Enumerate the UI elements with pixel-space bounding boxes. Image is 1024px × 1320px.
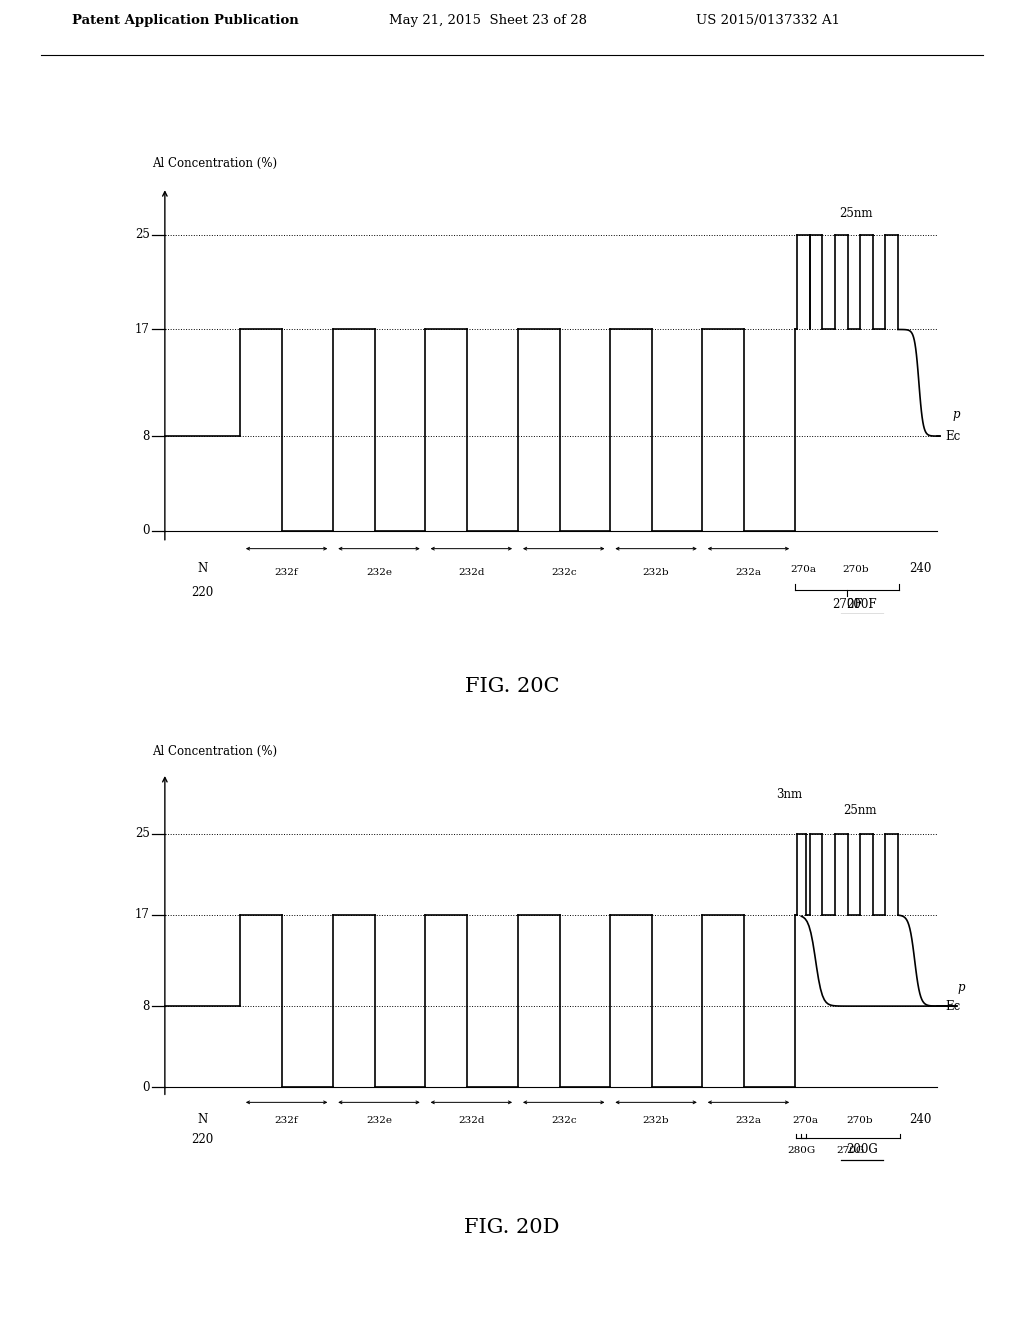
Text: Al Concentration (%): Al Concentration (%) xyxy=(153,157,278,169)
Text: 232f: 232f xyxy=(274,568,298,577)
Text: p: p xyxy=(957,981,965,994)
Text: Patent Application Publication: Patent Application Publication xyxy=(72,15,298,28)
Text: 240: 240 xyxy=(909,1113,932,1126)
Text: 220: 220 xyxy=(191,586,214,599)
Text: 270a: 270a xyxy=(793,1115,818,1125)
Text: 270b: 270b xyxy=(847,1115,873,1125)
Text: May 21, 2015  Sheet 23 of 28: May 21, 2015 Sheet 23 of 28 xyxy=(389,15,587,28)
Text: FIG. 20C: FIG. 20C xyxy=(465,677,559,696)
Text: N: N xyxy=(198,562,208,576)
Text: 270F: 270F xyxy=(831,598,862,611)
Text: 232a: 232a xyxy=(735,1115,762,1125)
Text: FIG. 20D: FIG. 20D xyxy=(464,1218,560,1237)
Text: 17: 17 xyxy=(135,908,150,921)
Text: 232d: 232d xyxy=(458,568,484,577)
Text: N: N xyxy=(198,1113,208,1126)
Text: 25: 25 xyxy=(135,828,150,841)
Text: 232e: 232e xyxy=(366,568,392,577)
Text: 232c: 232c xyxy=(551,568,577,577)
Text: 240: 240 xyxy=(909,562,932,576)
Text: 280G: 280G xyxy=(787,1146,815,1155)
Text: p: p xyxy=(953,408,961,421)
Text: 200G: 200G xyxy=(846,1143,878,1156)
Text: 232b: 232b xyxy=(643,568,670,577)
Text: 232d: 232d xyxy=(458,1115,484,1125)
Text: US 2015/0137332 A1: US 2015/0137332 A1 xyxy=(696,15,841,28)
Text: 232e: 232e xyxy=(366,1115,392,1125)
Text: 0: 0 xyxy=(142,524,150,537)
Text: 270G: 270G xyxy=(837,1146,864,1155)
Text: 220: 220 xyxy=(191,1133,214,1146)
Text: Ec: Ec xyxy=(946,429,961,442)
Text: Al Concentration (%): Al Concentration (%) xyxy=(153,744,278,758)
Text: 232a: 232a xyxy=(735,568,762,577)
Text: Ec: Ec xyxy=(946,999,961,1012)
Text: 3nm: 3nm xyxy=(776,788,802,801)
Text: 25nm: 25nm xyxy=(844,804,877,817)
Text: 8: 8 xyxy=(142,429,150,442)
Text: 25: 25 xyxy=(135,228,150,242)
Text: 25nm: 25nm xyxy=(840,207,872,220)
Text: 17: 17 xyxy=(135,323,150,337)
Text: 200F: 200F xyxy=(847,598,878,611)
Text: 232f: 232f xyxy=(274,1115,298,1125)
Text: 232b: 232b xyxy=(643,1115,670,1125)
Text: 0: 0 xyxy=(142,1081,150,1094)
Text: 8: 8 xyxy=(142,999,150,1012)
Text: 232c: 232c xyxy=(551,1115,577,1125)
Text: 270a: 270a xyxy=(791,565,816,574)
Text: 270b: 270b xyxy=(843,565,869,574)
